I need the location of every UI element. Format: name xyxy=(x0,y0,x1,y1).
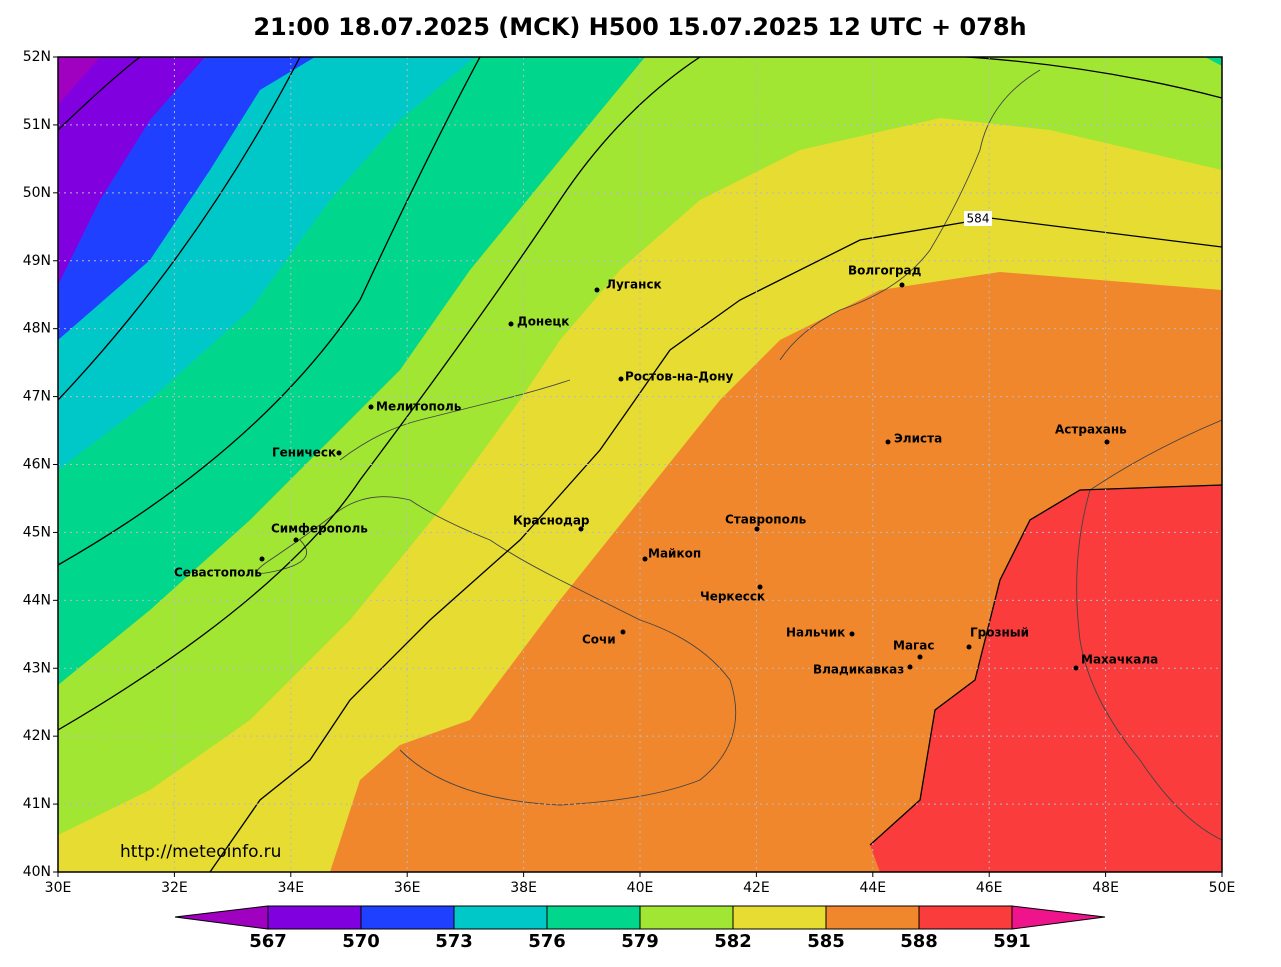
lat-label: 42N xyxy=(23,728,51,744)
colorbar-tick-label: 567 xyxy=(249,931,287,952)
city-dot xyxy=(336,450,342,456)
lon-label: 40E xyxy=(627,880,654,896)
city-dot xyxy=(368,404,374,410)
colorbar-tick-label: 573 xyxy=(435,931,473,952)
colorbar-tick-label: 582 xyxy=(714,931,752,952)
lon-label: 48E xyxy=(1092,880,1119,896)
city-label: Волгоград xyxy=(848,264,922,278)
city-dot xyxy=(917,654,923,660)
city-label: Геническ xyxy=(272,446,336,460)
colorbar-tick-label: 588 xyxy=(900,931,938,952)
map-title: 21:00 18.07.2025 (MCK) H500 15.07.2025 1… xyxy=(253,13,1026,41)
city-label: Ставрополь xyxy=(725,513,807,527)
city-label: Майкоп xyxy=(648,547,701,561)
city-dot xyxy=(618,376,624,382)
lon-label: 46E xyxy=(976,880,1003,896)
lat-label: 43N xyxy=(23,660,51,676)
city-dot xyxy=(1104,439,1110,445)
lat-label: 49N xyxy=(23,253,51,269)
lon-label: 34E xyxy=(277,880,304,896)
lat-label: 48N xyxy=(23,321,51,337)
city-dot xyxy=(907,664,913,670)
lat-label: 46N xyxy=(23,457,51,473)
city-dot xyxy=(757,584,763,590)
lon-label: 30E xyxy=(45,880,72,896)
city-label: Ростов-на-Дону xyxy=(625,370,734,384)
city-label: Черкесск xyxy=(700,590,765,604)
lat-label: 45N xyxy=(23,524,51,540)
colorbar-tick-label: 579 xyxy=(621,931,659,952)
city-label: Луганск xyxy=(606,278,662,292)
city-dot xyxy=(620,629,626,635)
colorbar-tick-label: 591 xyxy=(993,931,1031,952)
city-label: Мелитополь xyxy=(376,400,462,414)
graticule: 52N51N50N49N48N47N46N45N44N43N42N41N40N3… xyxy=(23,49,1236,896)
height-field xyxy=(58,57,1222,872)
lat-label: 40N xyxy=(23,864,51,880)
city-label: Грозный xyxy=(970,626,1029,640)
colorbar-tick-label: 570 xyxy=(342,931,380,952)
contour-label: 584 xyxy=(967,212,990,226)
credit: http://meteoinfo.ru xyxy=(120,842,281,862)
city-label: Сочи xyxy=(582,633,616,647)
city-label: Симферополь xyxy=(271,522,368,536)
city-label: Севастополь xyxy=(174,566,262,580)
city-dot xyxy=(594,287,600,293)
lon-label: 50E xyxy=(1209,880,1236,896)
colorbar xyxy=(174,905,1106,930)
city-dot xyxy=(293,537,299,543)
city-dot xyxy=(578,526,584,532)
lat-label: 52N xyxy=(23,49,51,65)
lon-label: 42E xyxy=(743,880,770,896)
city-dot xyxy=(754,526,760,532)
city-label: Краснодар xyxy=(513,514,590,528)
lon-label: 32E xyxy=(161,880,188,896)
lon-label: 36E xyxy=(394,880,421,896)
city-dot xyxy=(508,321,514,327)
city-label: Нальчик xyxy=(786,626,845,640)
cities: Луганск Донецк Ростов-на-Дону Мелитополь Ген… xyxy=(174,264,1158,677)
city-label: Донецк xyxy=(517,315,569,329)
city-dot xyxy=(849,631,855,637)
city-dot xyxy=(259,556,265,562)
map-frame xyxy=(57,56,1223,873)
lon-label: 44E xyxy=(859,880,886,896)
city-dot xyxy=(899,282,905,288)
lat-label: 47N xyxy=(23,389,51,405)
contour-label-box xyxy=(964,211,992,226)
lat-label: 50N xyxy=(23,185,51,201)
lat-label: 44N xyxy=(23,592,51,608)
city-label: Махачкала xyxy=(1081,653,1158,667)
city-label: Астрахань xyxy=(1055,423,1127,437)
colorbar-ticks: 567 570 573 576 579 582 585 588 591 xyxy=(249,931,1031,952)
city-dot xyxy=(642,556,648,562)
city-dot xyxy=(966,644,972,650)
city-dot xyxy=(885,439,891,445)
city-label: Магас xyxy=(893,639,935,653)
lat-label: 41N xyxy=(23,796,51,812)
city-label: Владикавказ xyxy=(813,663,904,677)
colorbar-tick-label: 585 xyxy=(807,931,845,952)
colorbar-tick-label: 576 xyxy=(528,931,566,952)
city-dot xyxy=(1073,665,1079,671)
city-label: Элиста xyxy=(894,432,942,446)
lat-label: 51N xyxy=(23,117,51,133)
lon-label: 38E xyxy=(510,880,537,896)
